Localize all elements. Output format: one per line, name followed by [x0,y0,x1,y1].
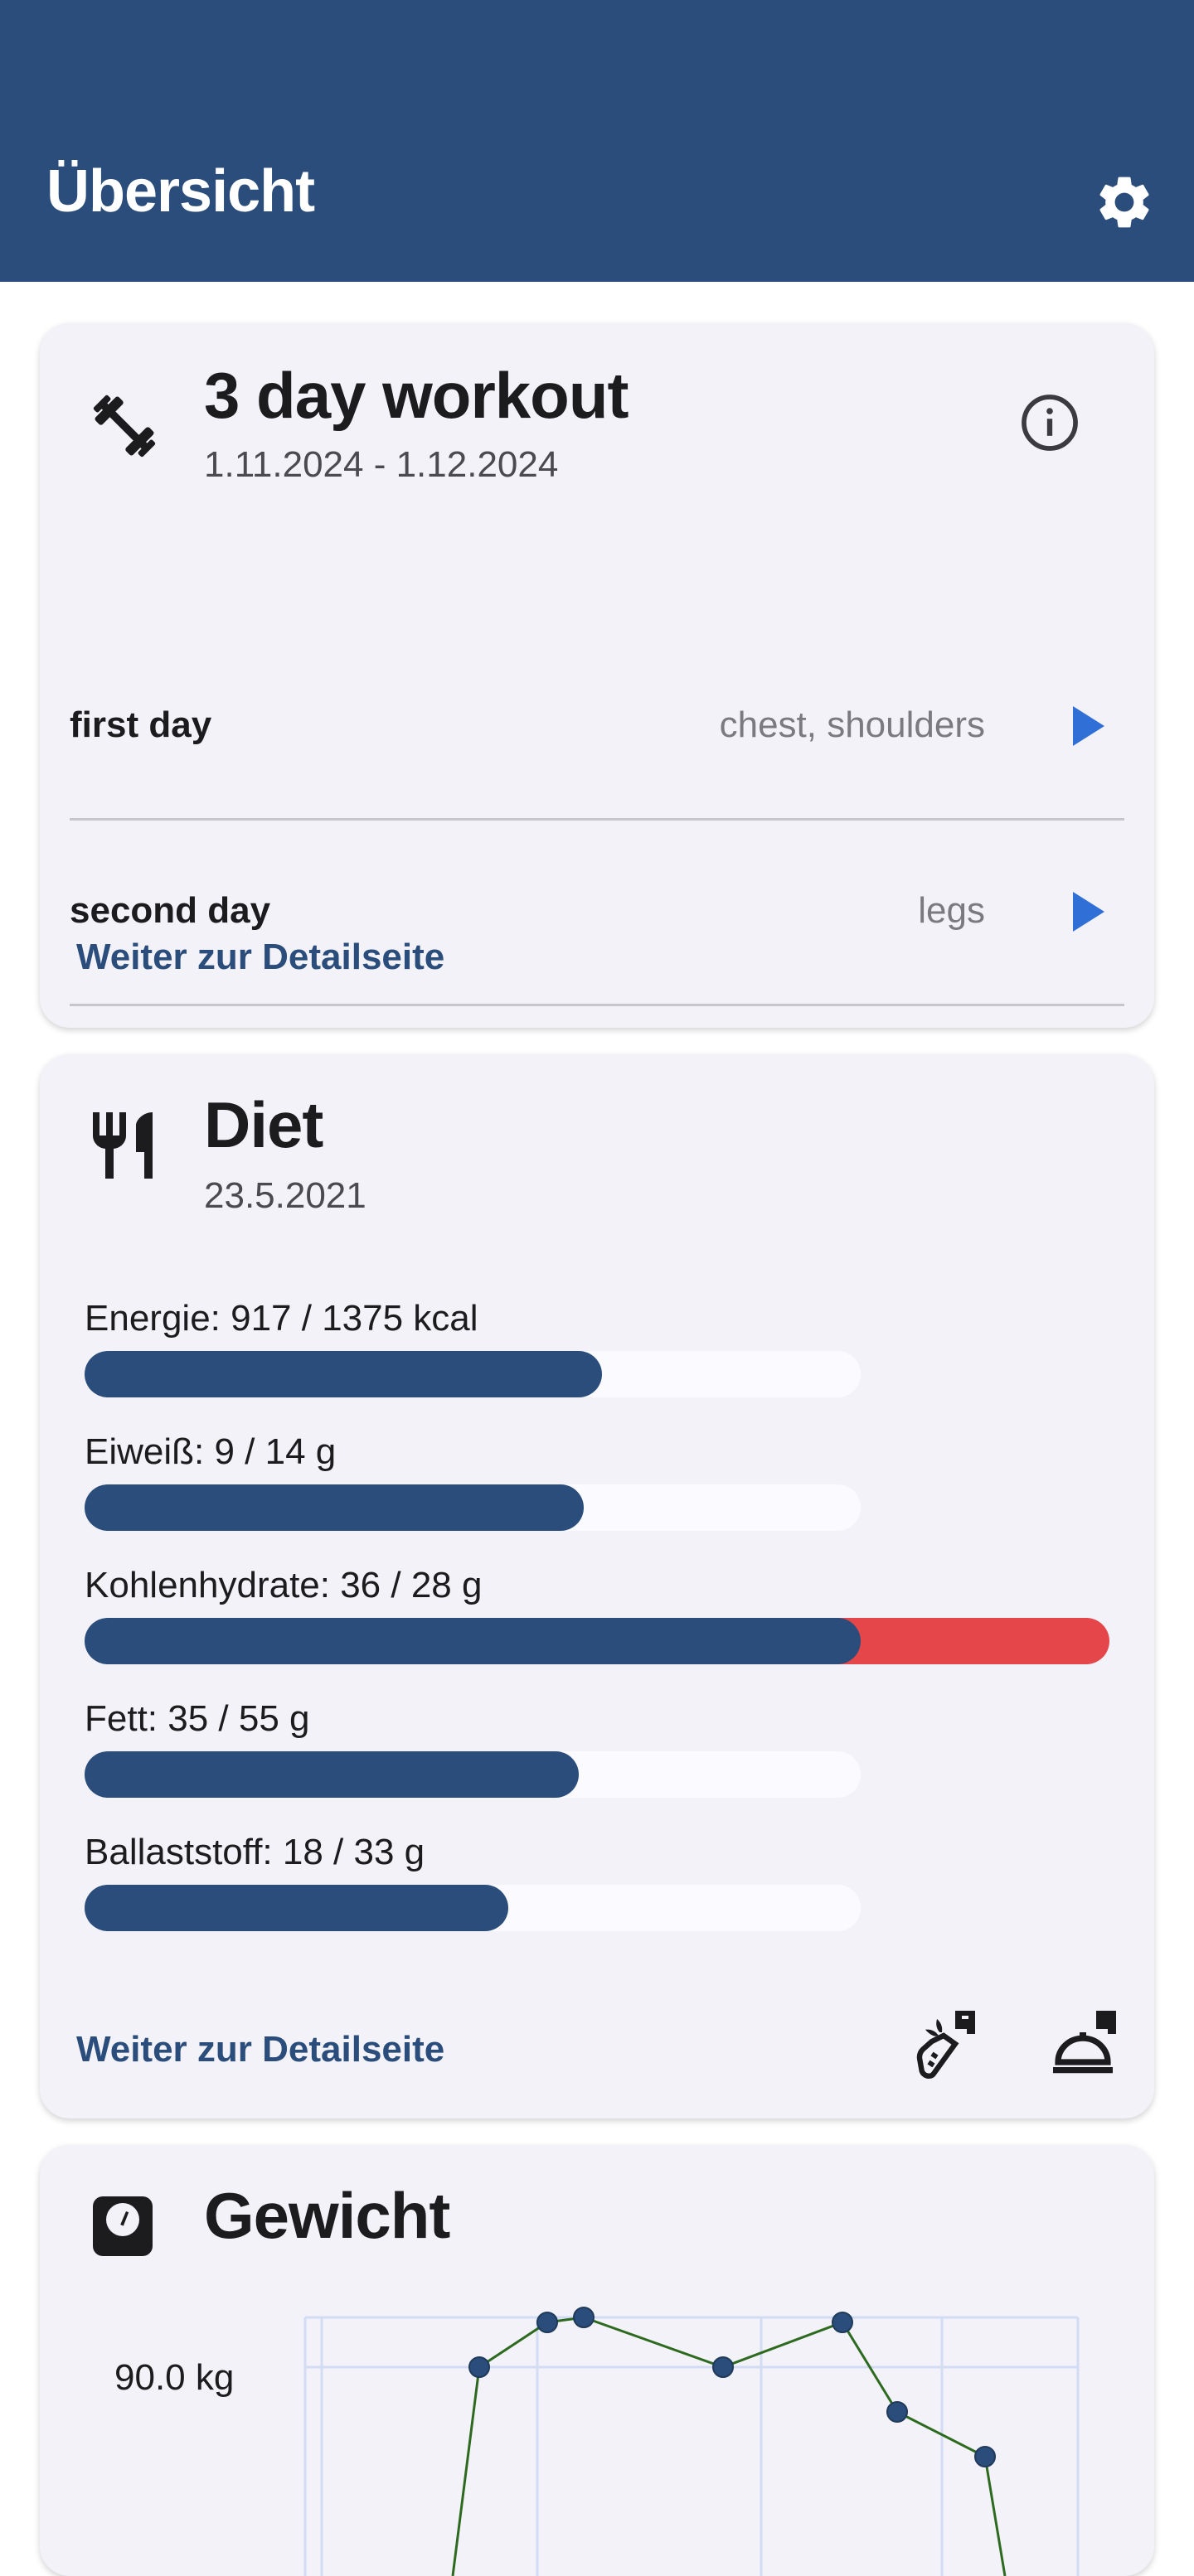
nutrient-label: Kohlenhydrate: 36 / 28 g [85,1565,483,1605]
nutrient-bar-fill [85,1618,861,1664]
workout-dates: 1.11.2024 - 1.12.2024 [204,444,559,485]
nutrient-label: Energie: 917 / 1375 kcal [85,1298,478,1339]
weight-point [886,2401,908,2423]
nutrient-label: Eiweiß: 9 / 14 g [85,1431,337,1472]
nutrient-bar-fill [85,1885,508,1931]
scale-icon [93,2196,153,2256]
nutrient-bar-track [85,1351,861,1397]
page-title: Übersicht [46,158,315,225]
weight-series-line [451,2316,1007,2576]
nutrient-bar-track [85,1751,861,1798]
nutrient-bar-track [85,1618,1109,1664]
workout-card: 3 day workout 1.11.2024 - 1.12.2024 [40,323,1154,1028]
weight-point [536,2312,558,2333]
diet-card: Diet 23.5.2021 Energie: 917 / 1375 kcal E… [40,1054,1154,2118]
cutlery-icon [93,1112,153,1179]
gear-icon[interactable] [1093,171,1156,234]
play-icon[interactable] [1073,706,1104,746]
weight-point [832,2312,853,2333]
nutrient-label: Fett: 35 / 55 g [85,1698,310,1739]
app-bar: Übersicht [0,0,1194,282]
weight-point [468,2356,490,2378]
day-name: second day [70,890,271,931]
dumbbell-icon [93,395,156,458]
nutrient-bar-track [85,1484,861,1531]
day-muscles: chest, shoulders [719,705,985,745]
weight-point [573,2307,595,2328]
weight-point [974,2446,996,2467]
diet-detail-link[interactable]: Weiter zur Detailseite [76,2029,445,2070]
weight-card: Gewicht 90.0 kg [40,2145,1154,2576]
y-tick-label: 90.0 kg [114,2357,235,2398]
workout-day-row[interactable]: second day legs [70,821,1124,1006]
workout-title: 3 day workout [204,359,629,432]
day-muscles: legs [918,890,985,931]
nutrient-bar-track [85,1885,861,1931]
workout-day-row[interactable]: first day chest, shoulders [70,635,1124,821]
weight-title: Gewicht [204,2179,450,2252]
add-meal-icon[interactable] [1043,2004,1123,2084]
add-ingredient-icon[interactable] [902,2004,982,2084]
nutrient-bar-fill [85,1751,579,1798]
nutrient-label: Ballaststoff: 18 / 33 g [85,1832,425,1872]
weight-point [712,2356,734,2378]
weight-chart [303,2307,1080,2576]
info-icon[interactable] [1018,391,1081,454]
play-icon[interactable] [1073,892,1104,932]
diet-date: 23.5.2021 [204,1175,366,1216]
workout-detail-link[interactable]: Weiter zur Detailseite [76,937,445,977]
nutrient-bar-overflow [837,1618,1109,1664]
day-name: first day [70,705,212,745]
diet-title: Diet [204,1088,323,1161]
nutrient-bar-fill [85,1351,603,1397]
nutrient-bar-fill [85,1484,584,1531]
